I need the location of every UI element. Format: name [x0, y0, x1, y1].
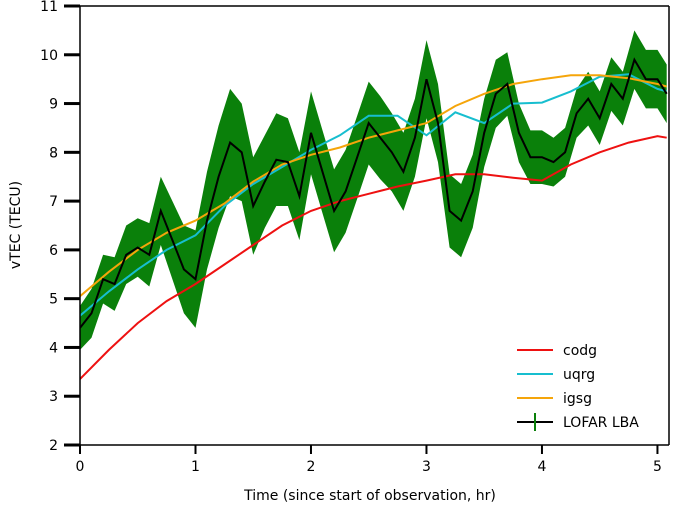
series-igsg-line	[80, 74, 667, 297]
y-tick-label: 5	[49, 292, 58, 308]
legend: codg uqrg igsg LOFAR LBA	[517, 343, 639, 431]
y-axis-label: vTEC (TECU)	[8, 181, 24, 269]
y-tick-label: 2	[49, 438, 58, 454]
y-tick-label: 6	[49, 243, 58, 259]
x-tick-label: 2	[307, 459, 316, 475]
legend-label-igsg: igsg	[563, 391, 592, 407]
axes: 0 1 2 3 4 5 2 3 4 5 6 7 8 9 10 11	[40, 0, 670, 475]
legend-label-codg: codg	[563, 343, 597, 359]
y-tick-label: 9	[49, 97, 58, 113]
x-tick-label: 5	[653, 459, 662, 475]
x-tick-label: 3	[422, 459, 431, 475]
y-tick-label: 4	[49, 340, 58, 356]
x-tick-label: 1	[191, 459, 200, 475]
y-tick-label: 8	[49, 145, 58, 161]
y-tick-label: 7	[49, 194, 58, 210]
x-axis-label: Time (since start of observation, hr)	[243, 488, 496, 504]
series-uqrg-line	[80, 73, 667, 317]
y-tick-label: 10	[40, 48, 58, 64]
x-tick-label: 0	[76, 459, 85, 475]
legend-label-lofar-lba: LOFAR LBA	[563, 415, 639, 431]
series-lofar-lba-line	[80, 57, 668, 329]
series-codg-line	[80, 135, 667, 380]
x-tick-label: 4	[537, 459, 546, 475]
y-tick-label: 11	[40, 0, 58, 15]
plot-area	[80, 30, 668, 380]
y-tick-label: 3	[49, 389, 58, 405]
series-lofar-lba-error-band	[80, 30, 667, 350]
legend-label-uqrg: uqrg	[563, 367, 595, 383]
